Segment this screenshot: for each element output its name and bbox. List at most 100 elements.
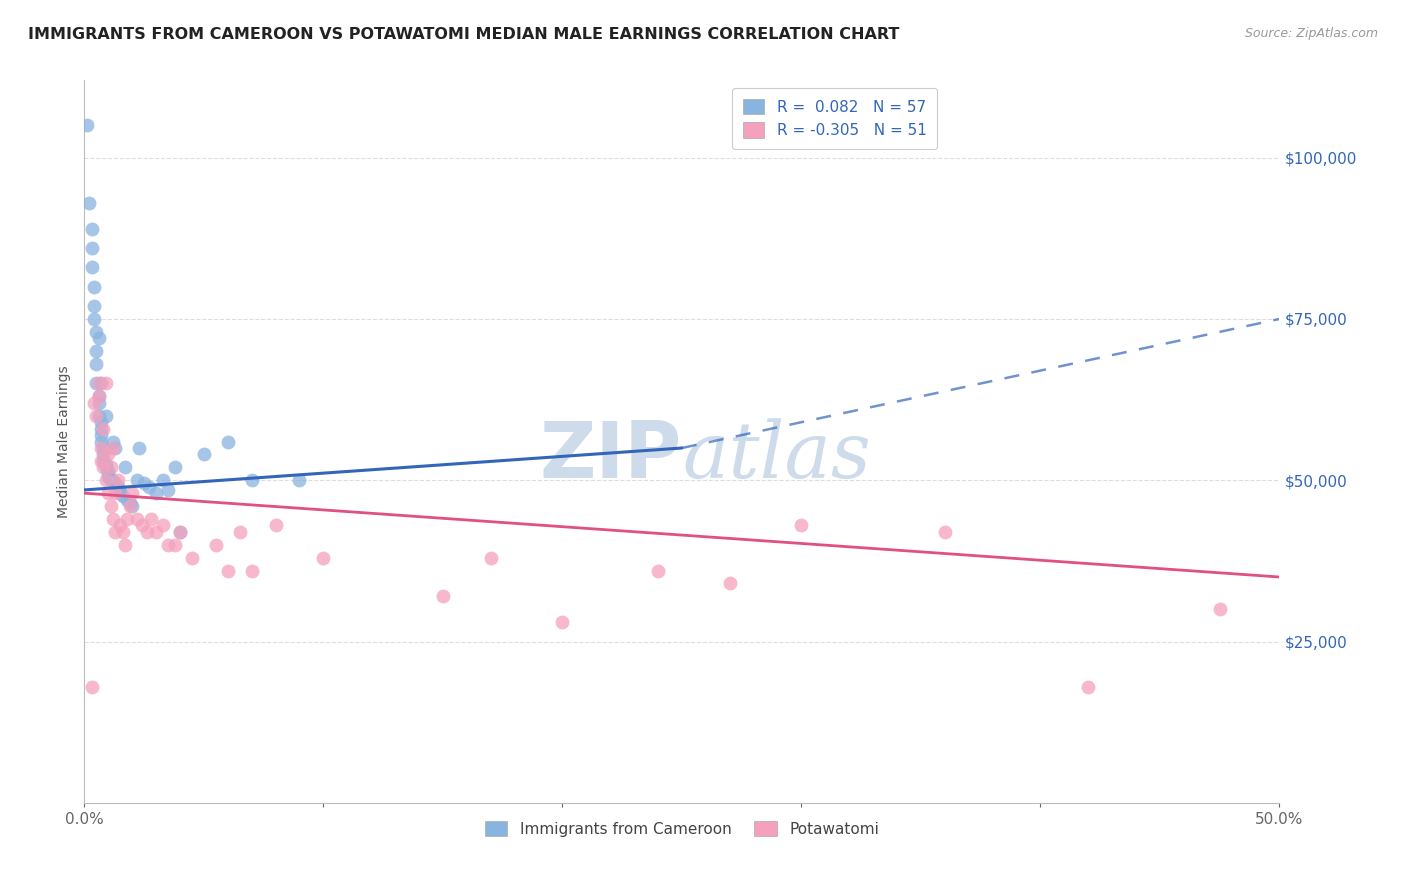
Point — [240, 564, 263, 578]
Point — [87, 396, 110, 410]
Point — [94, 457, 117, 471]
Point — [110, 483, 132, 497]
Point — [104, 524, 127, 539]
Text: Source: ZipAtlas.com: Source: ZipAtlas.com — [1244, 27, 1378, 40]
Point — [83, 279, 105, 293]
Point — [101, 512, 124, 526]
Point — [152, 473, 174, 487]
Point — [87, 389, 110, 403]
Point — [80, 221, 103, 235]
Point — [169, 524, 191, 539]
Point — [90, 422, 112, 436]
Text: ZIP: ZIP — [540, 418, 682, 494]
Point — [87, 331, 110, 345]
Point — [90, 454, 112, 468]
Point — [93, 422, 115, 436]
Point — [117, 492, 139, 507]
Point — [100, 499, 122, 513]
Point — [107, 473, 129, 487]
Point — [100, 473, 122, 487]
Point — [479, 550, 502, 565]
Point — [551, 615, 574, 630]
Point — [121, 486, 143, 500]
Point — [131, 518, 153, 533]
Legend: Immigrants from Cameroon, Potawatomi: Immigrants from Cameroon, Potawatomi — [475, 812, 889, 846]
Point — [90, 376, 112, 391]
Point — [76, 119, 98, 133]
Point — [157, 483, 180, 497]
Point — [169, 524, 191, 539]
Point — [83, 312, 105, 326]
Point — [93, 441, 115, 455]
Point — [101, 475, 124, 489]
Point — [114, 538, 136, 552]
Point — [157, 538, 180, 552]
Point — [86, 325, 108, 339]
Point — [165, 538, 187, 552]
Point — [90, 441, 112, 455]
Point — [97, 467, 120, 481]
Point — [80, 241, 103, 255]
Point — [217, 564, 239, 578]
Point — [114, 460, 136, 475]
Point — [110, 518, 132, 533]
Point — [118, 499, 141, 513]
Point — [90, 415, 112, 429]
Point — [83, 299, 105, 313]
Point — [718, 576, 741, 591]
Point — [1077, 680, 1099, 694]
Point — [145, 486, 167, 500]
Point — [790, 518, 813, 533]
Text: atlas: atlas — [682, 417, 870, 494]
Point — [93, 447, 115, 461]
Point — [93, 454, 115, 468]
Point — [205, 538, 228, 552]
Point — [229, 524, 252, 539]
Point — [101, 434, 124, 449]
Point — [83, 396, 105, 410]
Point — [138, 480, 160, 494]
Point — [93, 460, 115, 475]
Point — [432, 590, 454, 604]
Point — [193, 447, 215, 461]
Point — [141, 512, 163, 526]
Point — [87, 376, 110, 391]
Point — [87, 409, 110, 423]
Point — [104, 441, 127, 455]
Point — [128, 441, 150, 455]
Point — [107, 480, 129, 494]
Point — [100, 472, 122, 486]
Point — [94, 473, 117, 487]
Point — [240, 473, 263, 487]
Point — [100, 460, 122, 475]
Text: IMMIGRANTS FROM CAMEROON VS POTAWATOMI MEDIAN MALE EARNINGS CORRELATION CHART: IMMIGRANTS FROM CAMEROON VS POTAWATOMI M… — [28, 27, 900, 42]
Point — [117, 512, 139, 526]
Point — [104, 476, 127, 491]
Point — [312, 550, 335, 565]
Point — [152, 518, 174, 533]
Point — [97, 464, 120, 478]
Point — [86, 409, 108, 423]
Point — [110, 486, 132, 500]
Point — [104, 486, 127, 500]
Point — [101, 441, 124, 455]
Point — [87, 389, 110, 403]
Point — [97, 447, 120, 461]
Point — [80, 680, 103, 694]
Point — [121, 499, 143, 513]
Point — [135, 524, 157, 539]
Point — [77, 195, 100, 210]
Point — [111, 489, 134, 503]
Point — [80, 260, 103, 275]
Point — [97, 470, 120, 484]
Point — [288, 473, 311, 487]
Point — [118, 496, 141, 510]
Point — [86, 344, 108, 359]
Point — [647, 564, 669, 578]
Point — [125, 473, 148, 487]
Point — [132, 476, 156, 491]
Point — [934, 524, 956, 539]
Y-axis label: Median Male Earnings: Median Male Earnings — [58, 365, 72, 518]
Point — [94, 460, 117, 475]
Point — [165, 460, 187, 475]
